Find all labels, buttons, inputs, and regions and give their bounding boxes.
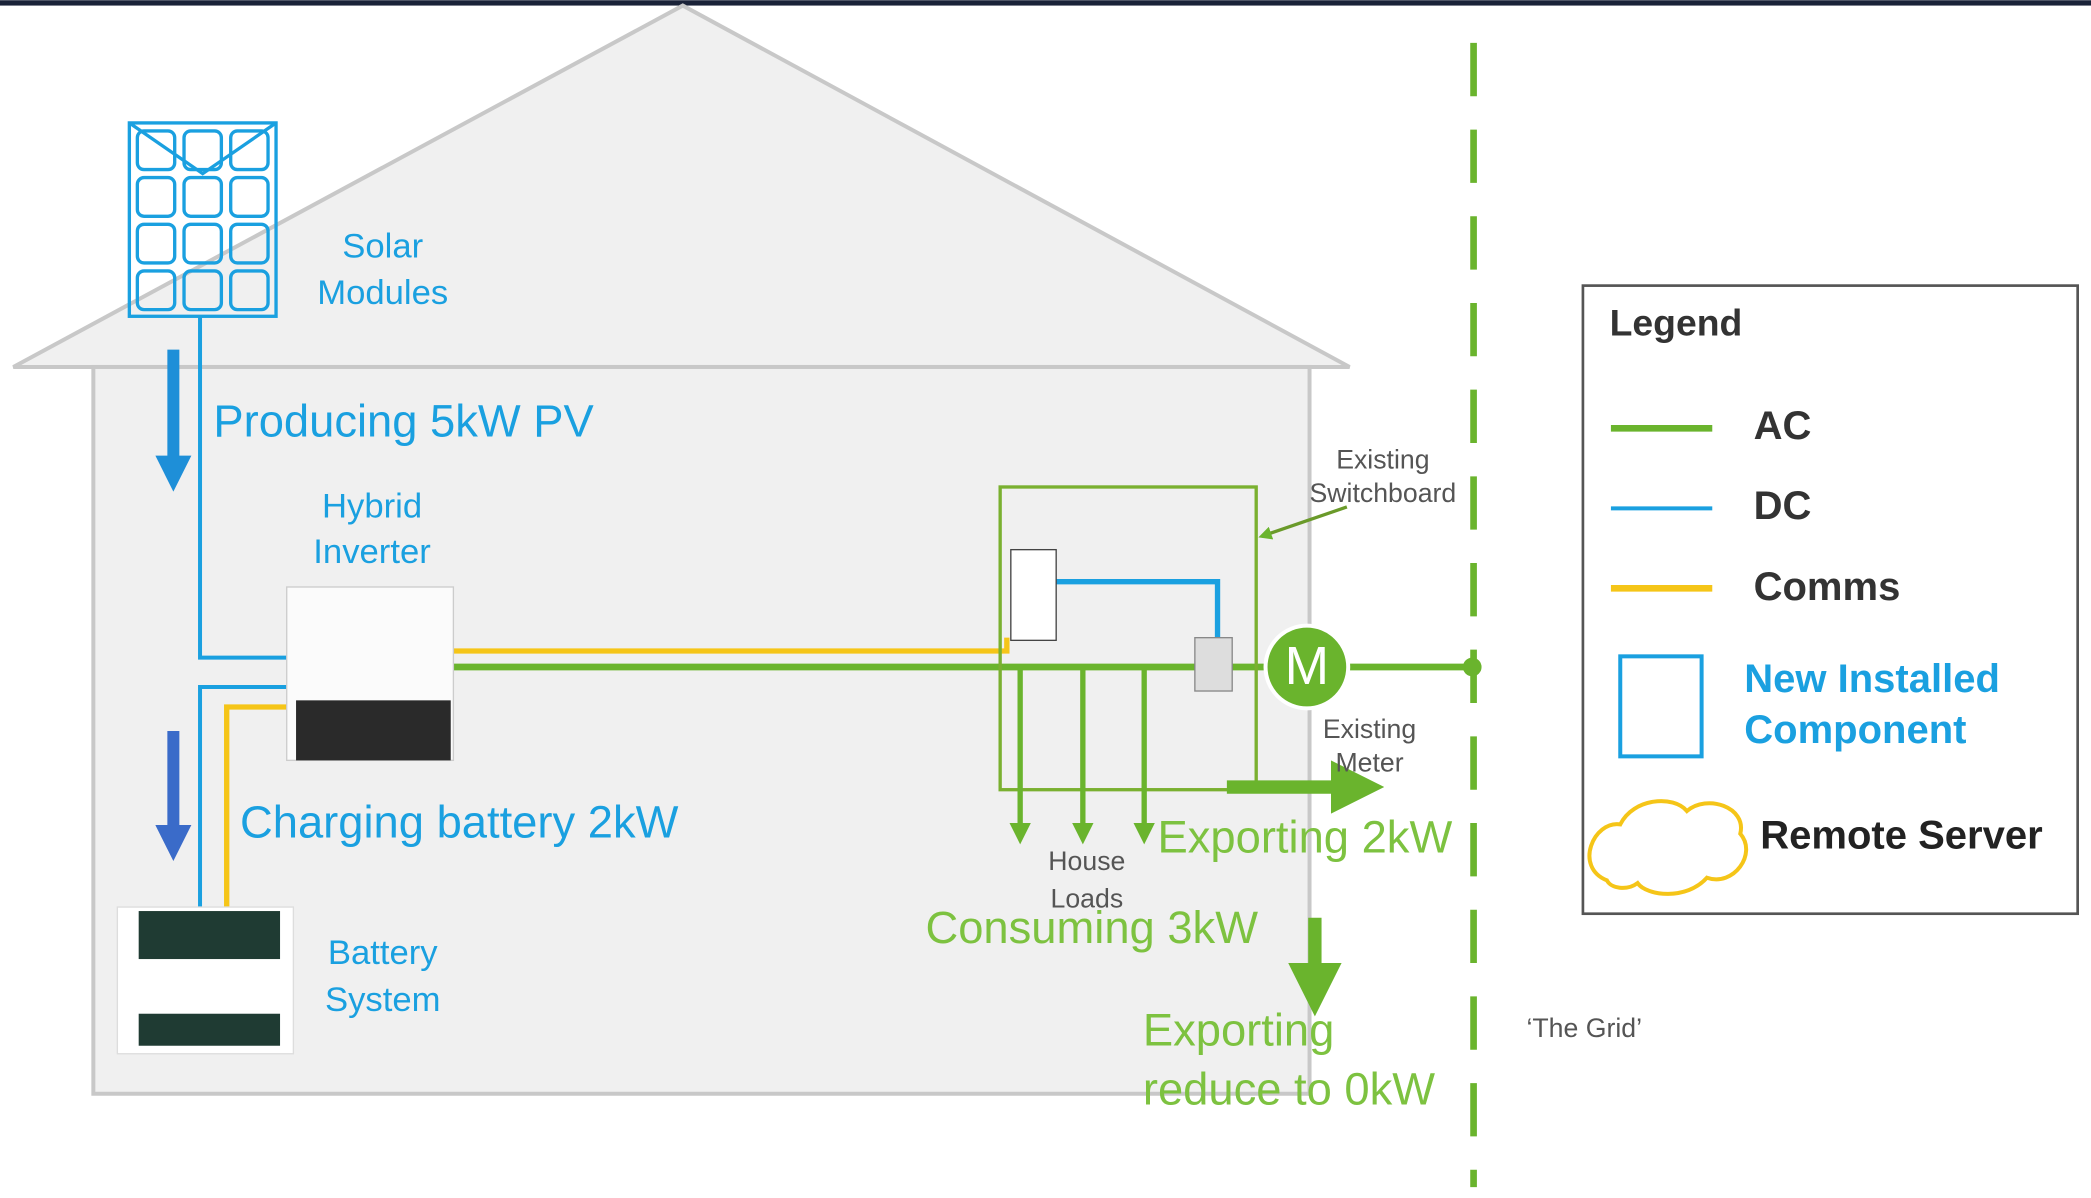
annotation: reduce to 0kW [1143,1063,1435,1114]
label: Existing [1323,714,1416,744]
legend-label: New Installed [1744,657,2000,701]
junction [1463,658,1482,677]
label: Existing [1336,445,1429,475]
label: System [325,981,441,1019]
legend-label: Remote Server [1760,813,2042,857]
legend-label: DC [1754,484,1812,528]
diagram: M Solar Modules Hybrid Inverter Battery … [0,0,2091,1198]
top-bar [0,0,2091,5]
annotation: Consuming 3kW [925,902,1258,953]
legend-label: Comms [1754,565,1901,609]
label: Solar [342,227,423,265]
inverter [287,587,454,760]
page: {"labels":{"solar_modules":["Solar","Mod… [0,0,2091,1198]
annotation: Producing 5kW PV [213,395,594,446]
legend-title: Legend [1610,301,1743,343]
label: ‘The Grid’ [1526,1013,1642,1043]
smart-meter [1195,638,1232,691]
label: Modules [317,274,448,312]
label: Switchboard [1310,478,1457,508]
label: Hybrid [322,487,422,525]
annotation: Exporting [1143,1005,1335,1056]
legend: Legend AC DC Comms New Installed Compone… [1583,286,2078,914]
legend-label: Component [1744,708,1966,752]
roof [13,6,1349,367]
annotation: Charging battery 2kW [240,797,679,848]
legend-label: AC [1754,404,1812,448]
breaker [1011,550,1056,641]
meter-symbol: M [1285,637,1329,696]
label: House [1048,846,1125,876]
label: Battery [328,934,438,972]
annotation: Exporting 2kW [1158,811,1453,862]
battery [117,907,293,1054]
label: Inverter [313,533,431,571]
label: Meter [1335,747,1403,777]
